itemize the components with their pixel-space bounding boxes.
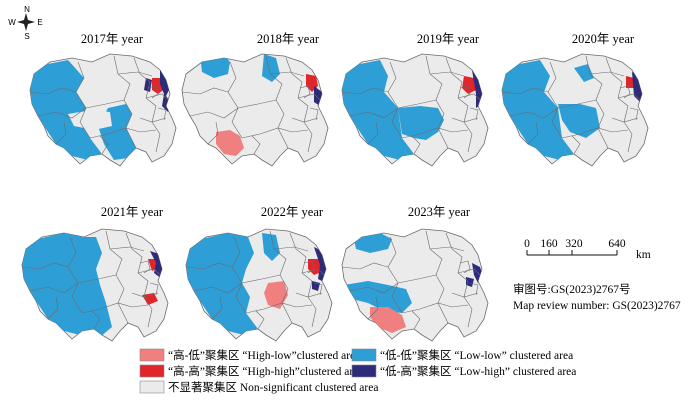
compass-north: N: [24, 5, 30, 14]
map-panel-2019: 2019年 year: [341, 32, 489, 167]
high-low-region: [216, 130, 244, 156]
legend-label-high-low: “高-低”聚集区 “High-low”clustered area: [168, 348, 360, 362]
panel-title-2021: 2021年 year: [101, 205, 164, 219]
scale-tick-320: 320: [565, 238, 583, 250]
map-panel-2017: 2017年 year: [29, 32, 177, 167]
legend-swatch-low-low: [351, 348, 377, 362]
panel-title-2017: 2017年 year: [81, 32, 144, 46]
map-panel-2018: 2018年 year: [181, 32, 329, 167]
low-low-region: [398, 106, 444, 140]
scale-tick-160: 160: [540, 238, 558, 250]
panel-title-2019: 2019年 year: [417, 32, 480, 46]
scale-unit: km: [636, 249, 651, 261]
low-low-region: [344, 281, 412, 313]
low-low-region: [558, 104, 600, 138]
high-low-region: [264, 281, 288, 309]
panel-title-2022: 2022年 year: [261, 205, 324, 219]
high-high-region: [142, 293, 158, 305]
legend-swatch-low-high: [351, 364, 377, 378]
compass-west: W: [8, 18, 16, 27]
map-panel-2020: 2020年 year: [501, 32, 649, 167]
legend-swatch-high-low: [139, 348, 165, 362]
legend-label-low-high: “低-高”聚集区 “Low-high” clustered area: [380, 364, 576, 378]
review-number-en: Map review number: GS(2023)2767: [513, 300, 681, 312]
scale-tick-640: 640: [608, 238, 626, 250]
legend-label-non-significant: 不显著聚集区 Non-significant clustered area: [168, 380, 378, 394]
map-panel-2022: 2022年 year: [185, 205, 333, 342]
legend-label-low-low: “低-低”聚集区 “Low-low” clustered area: [380, 348, 573, 362]
low-high-region: [144, 78, 152, 92]
legend: “高-低”聚集区 “High-low”clustered area “高-高”聚…: [139, 348, 576, 394]
map-panel-2023: 2023年 year: [341, 205, 489, 342]
low-low-region: [22, 233, 112, 337]
map-panel-2021: 2021年 year: [21, 205, 169, 342]
low-low-region: [186, 233, 258, 335]
panel-title-2020: 2020年 year: [572, 32, 635, 46]
low-high-region: [466, 277, 474, 287]
low-low-region: [262, 233, 280, 261]
panel-title-2023: 2023年 year: [408, 205, 471, 219]
scale-tick-0: 0: [524, 238, 530, 250]
low-low-region: [502, 60, 574, 160]
non-significant-region: [68, 110, 112, 130]
low-low-region: [30, 60, 102, 160]
legend-swatch-high-high: [139, 364, 165, 378]
review-number-cn: 审图号:GS(2023)2767号: [513, 282, 631, 296]
low-low-region: [342, 60, 414, 160]
compass-rose-icon: N S W E: [8, 5, 42, 41]
low-low-region: [354, 233, 392, 253]
legend-label-high-high: “高-高”聚集区 “High-high”clustered area: [168, 364, 363, 378]
compass-south: S: [24, 32, 29, 41]
low-high-region: [312, 281, 320, 291]
high-high-region: [626, 76, 634, 88]
low-low-region: [262, 54, 280, 82]
panel-title-2018: 2018年 year: [257, 32, 320, 46]
compass-east: E: [37, 18, 42, 27]
high-high-region: [462, 76, 476, 94]
scale-bar: 0 160 320 640 km: [524, 238, 651, 261]
legend-swatch-non-significant: [139, 380, 165, 394]
